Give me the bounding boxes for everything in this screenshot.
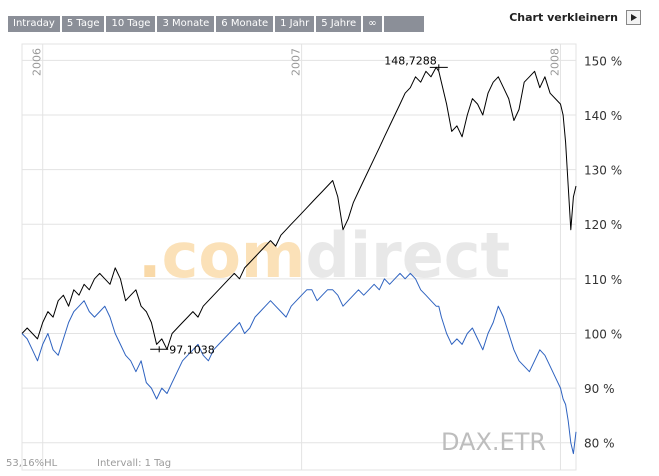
tab-3-monate[interactable]: 3 Monate xyxy=(157,16,217,32)
series-line-blue xyxy=(21,272,577,455)
x-tick-label: 2006 xyxy=(31,48,44,76)
watermark-com: com xyxy=(162,219,306,292)
scale-label: 53,16%HL xyxy=(6,458,58,469)
tab-6-monate[interactable]: 6 Monate xyxy=(216,16,276,32)
annotations: 148,7288 97,1038 xyxy=(150,54,448,356)
collapse-label[interactable]: Chart verkleinern xyxy=(509,11,618,24)
tab-10-tage[interactable]: 10 Tage xyxy=(106,16,158,32)
watermark-dot: . xyxy=(138,219,162,292)
tab-5-tage[interactable]: 5 Tage xyxy=(61,16,107,32)
watermark-direct: direct xyxy=(306,219,511,292)
symbol-label: DAX.ETR xyxy=(441,428,546,456)
tab-5-jahre[interactable]: 5 Jahre xyxy=(316,16,364,32)
y-axis-labels: 80 % 90 % 100 % 110 % 120 % 130 % 140 % 150 % xyxy=(584,54,622,450)
tab-1-jahr[interactable]: 1 Jahr xyxy=(275,16,317,32)
y-tick-label: 140 % xyxy=(584,109,622,123)
y-tick-label: 80 % xyxy=(584,437,615,451)
y-tick-label: 150 % xyxy=(584,54,622,68)
interval-label: Intervall: 1 Tag xyxy=(97,458,172,469)
tab-intraday[interactable]: Intraday xyxy=(8,16,62,32)
annotation-label: 148,7288 xyxy=(384,54,437,67)
tab-unlimited[interactable]: ∞ xyxy=(363,16,384,32)
series-line-black xyxy=(21,66,577,350)
play-arrow-icon xyxy=(631,14,637,21)
x-tick-label: 2008 xyxy=(548,48,561,76)
chart-collapse-control[interactable]: Chart verkleinern xyxy=(509,10,641,25)
x-tick-label: 2007 xyxy=(290,48,303,76)
annotation-label: 97,1038 xyxy=(169,343,215,356)
y-tick-label: 130 % xyxy=(584,164,622,178)
y-tick-label: 120 % xyxy=(584,218,622,232)
series-lines xyxy=(21,66,577,455)
watermark-text: .comdirect xyxy=(138,219,510,292)
y-tick-label: 90 % xyxy=(584,382,615,396)
collapse-button[interactable] xyxy=(626,10,641,25)
y-tick-label: 110 % xyxy=(584,273,622,287)
tab-bar-fill xyxy=(383,16,424,32)
x-axis-labels: 2006 2007 2008 xyxy=(31,48,562,76)
y-tick-label: 100 % xyxy=(584,327,622,341)
timeframe-tabs: Intraday 5 Tage 10 Tage 3 Monate 6 Monat… xyxy=(8,16,424,32)
watermark: .comdirect xyxy=(138,219,510,292)
grid xyxy=(21,43,577,471)
plot-frame xyxy=(21,43,577,471)
